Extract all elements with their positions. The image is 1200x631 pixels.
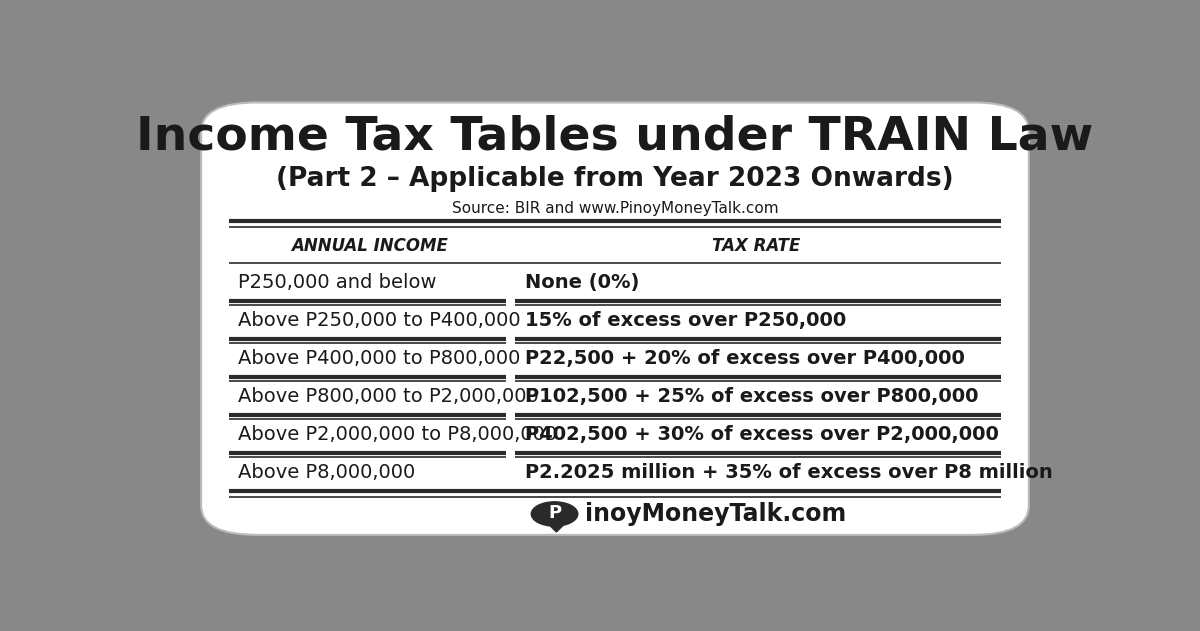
Text: Above P2,000,000 to P8,000,000: Above P2,000,000 to P8,000,000 (239, 425, 558, 444)
Text: None (0%): None (0%) (524, 273, 640, 292)
Circle shape (532, 502, 578, 526)
Text: TAX RATE: TAX RATE (712, 237, 800, 254)
Text: P2.2025 million + 35% of excess over P8 million: P2.2025 million + 35% of excess over P8 … (524, 463, 1052, 481)
Text: 15% of excess over P250,000: 15% of excess over P250,000 (524, 310, 846, 330)
Polygon shape (548, 524, 564, 532)
Text: P22,500 + 20% of excess over P400,000: P22,500 + 20% of excess over P400,000 (524, 349, 965, 368)
Text: Above P8,000,000: Above P8,000,000 (239, 463, 415, 481)
Text: Income Tax Tables under TRAIN Law: Income Tax Tables under TRAIN Law (137, 115, 1093, 160)
Text: P102,500 + 25% of excess over P800,000: P102,500 + 25% of excess over P800,000 (524, 387, 978, 406)
Text: P402,500 + 30% of excess over P2,000,000: P402,500 + 30% of excess over P2,000,000 (524, 425, 998, 444)
Text: inoyMoneyTalk.com: inoyMoneyTalk.com (586, 502, 846, 526)
Text: Above P800,000 to P2,000,000: Above P800,000 to P2,000,000 (239, 387, 539, 406)
Text: Source: BIR and www.PinoyMoneyTalk.com: Source: BIR and www.PinoyMoneyTalk.com (451, 201, 779, 216)
FancyBboxPatch shape (202, 102, 1028, 535)
Text: Above P250,000 to P400,000: Above P250,000 to P400,000 (239, 310, 521, 330)
Text: P: P (548, 504, 562, 521)
Text: (Part 2 – Applicable from Year 2023 Onwards): (Part 2 – Applicable from Year 2023 Onwa… (276, 165, 954, 192)
Text: P250,000 and below: P250,000 and below (239, 273, 437, 292)
Text: ANNUAL INCOME: ANNUAL INCOME (292, 237, 449, 254)
Text: Above P400,000 to P800,000: Above P400,000 to P800,000 (239, 349, 521, 368)
